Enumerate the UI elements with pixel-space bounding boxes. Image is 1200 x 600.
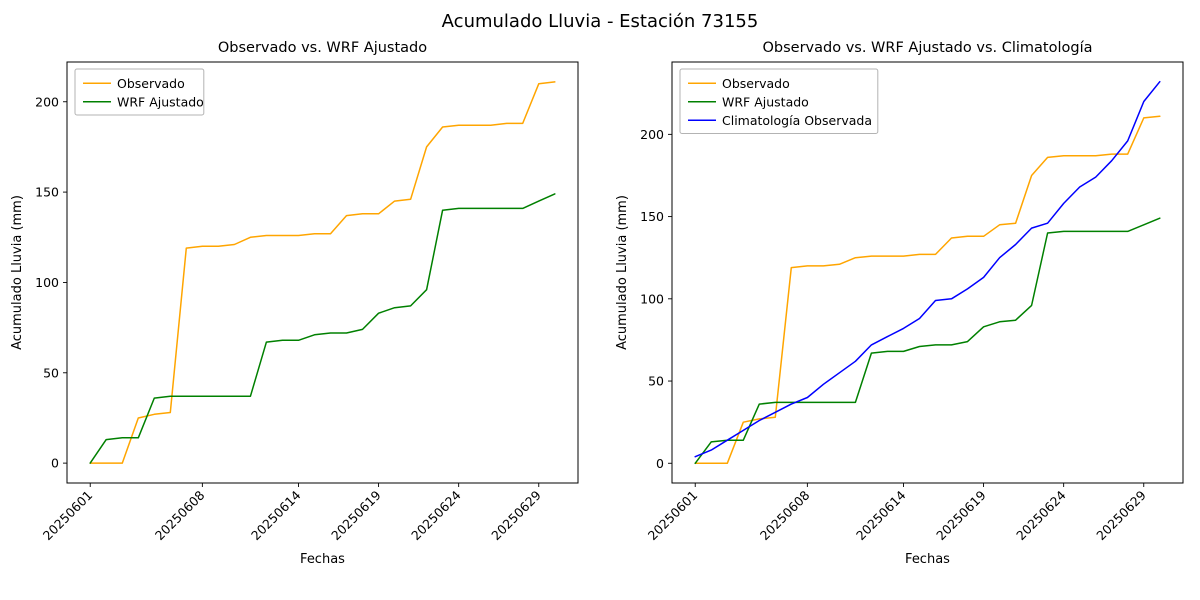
figure-title: Acumulado Lluvia - Estación 73155 (441, 11, 759, 32)
legend (74, 68, 205, 116)
charts-row: Observado vs. WRF Ajustado 0 50 100 150 200 20… (0, 34, 1200, 584)
x-tick-label: 20250619 (933, 487, 989, 543)
plot-area (671, 61, 1184, 484)
x-axis-label: Fechas (300, 552, 345, 567)
y-tick-label: 100 (640, 291, 664, 306)
subplot-title: Observado vs. WRF Ajustado vs. Climatolo… (763, 40, 1093, 56)
y-tick-label: 150 (35, 185, 59, 200)
x-tick-label: 20250601 (40, 488, 96, 544)
series-line-climatolog-a-observada (694, 80, 1161, 458)
y-tick-label: 100 (35, 275, 59, 290)
x-tick-label: 20250614 (853, 487, 909, 543)
y-tick-label: 150 (640, 209, 664, 224)
chart-observado-vs-wrf: Observado vs. WRF Ajustado 0 50 100 150 200 20… (10, 40, 579, 567)
series-line-wrf-ajustado (694, 217, 1161, 465)
y-tick-label: 0 (51, 456, 59, 471)
x-tick-label: 20250601 (645, 488, 701, 544)
plot-area (66, 61, 579, 484)
x-tick-label: 20250608 (152, 487, 208, 543)
x-tick-label: 20250608 (757, 487, 813, 543)
series-line-observado (694, 115, 1161, 465)
x-tick-label: 20250629 (488, 487, 544, 543)
y-tick-label: 0 (656, 456, 664, 471)
x-tick-label: 20250624 (1013, 487, 1069, 543)
legend (679, 68, 879, 134)
subplot-title: Observado vs. WRF Ajustado (218, 40, 427, 56)
y-tick-label: 200 (35, 94, 59, 109)
x-tick-label: 20250619 (328, 487, 384, 543)
x-tick-label: 20250614 (248, 487, 304, 543)
y-tick-label: 200 (640, 127, 664, 142)
y-axis-label: Acumulado Lluvia (mm) (10, 195, 25, 350)
legend-label: Observado (722, 76, 790, 91)
legend-label: WRF Ajustado (117, 94, 204, 109)
x-tick-label: 20250624 (408, 487, 464, 543)
legend-label: Climatología Observada (722, 113, 872, 128)
legend-label: Observado (117, 76, 185, 91)
legend-label: WRF Ajustado (722, 94, 809, 109)
chart-observado-vs-wrf-vs-climatologia: Observado vs. WRF Ajustado vs. Climatolo… (615, 40, 1184, 567)
x-axis-label: Fechas (905, 552, 950, 567)
y-tick-label: 50 (43, 365, 59, 380)
y-tick-label: 50 (648, 374, 664, 389)
series-line-observado (89, 81, 556, 464)
y-axis-label: Acumulado Lluvia (mm) (615, 195, 630, 350)
series-line-wrf-ajustado (89, 193, 556, 464)
x-tick-label: 20250629 (1093, 487, 1149, 543)
